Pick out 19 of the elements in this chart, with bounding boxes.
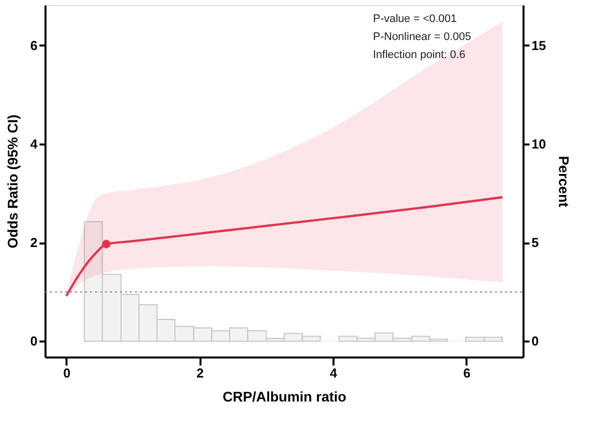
y2-axis-title: Percent bbox=[556, 156, 572, 208]
y-tick-label: 2 bbox=[30, 235, 38, 250]
annotation: P-value = <0.001 bbox=[373, 13, 457, 25]
y2-tick-label: 15 bbox=[532, 38, 546, 53]
x-tick-label: 2 bbox=[196, 366, 204, 380]
x-tick-label: 6 bbox=[463, 366, 470, 380]
x-tick-label: 4 bbox=[330, 366, 338, 380]
y2-tick-label: 10 bbox=[532, 136, 546, 152]
y-axis-title: Odds Ratio (95% CI) bbox=[4, 114, 20, 248]
y-tick-label: 4 bbox=[30, 136, 38, 152]
y2-tick-label: 0 bbox=[532, 334, 539, 349]
line-series bbox=[65, 196, 504, 297]
y-tick-label: 6 bbox=[30, 38, 38, 53]
annotation: P-Nonlinear = 0.005 bbox=[373, 31, 472, 43]
x-axis-title: CRP/Albumin ratio bbox=[222, 388, 346, 404]
x-tick-label: 0 bbox=[63, 366, 70, 380]
y-tick-label: 0 bbox=[30, 334, 38, 349]
annotation: Inflection point: 0.6 bbox=[373, 49, 466, 61]
y2-tick-label: 5 bbox=[532, 235, 539, 250]
